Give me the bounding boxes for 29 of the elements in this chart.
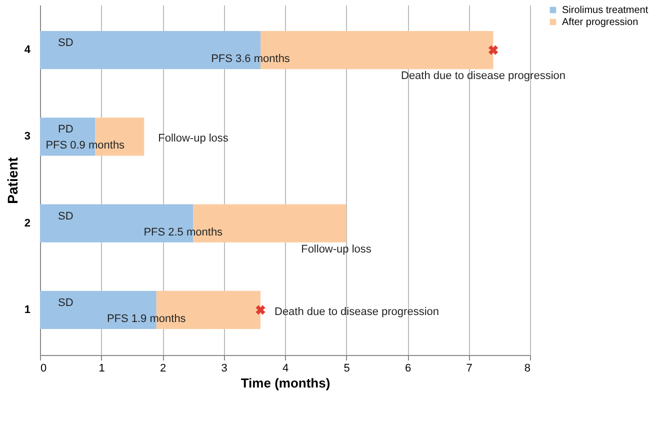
x-tick-label: 7 <box>466 362 472 374</box>
annotation: Death due to disease progression <box>274 306 439 318</box>
annotation: SD <box>58 296 74 309</box>
annotation: Follow-up loss <box>158 132 229 145</box>
x-axis-title: Time (months) <box>240 376 330 390</box>
legend-label: After progression <box>562 17 638 28</box>
x-tick-label: 6 <box>404 362 412 374</box>
annotation: PFS 3.6 months <box>211 53 290 66</box>
annotation: SD <box>58 210 74 222</box>
x-tick-label: 5 <box>344 362 350 374</box>
x-tick-label: 4 <box>282 362 289 374</box>
annotation: Death due to disease progression <box>401 70 566 82</box>
x-tick-label: 1 <box>98 362 105 374</box>
y-tick-label: 4 <box>24 44 32 56</box>
annotation: PD <box>58 124 74 136</box>
legend-label: Sirolimus treatment <box>562 5 648 16</box>
x-tick-label: 8 <box>524 362 530 374</box>
x-tick-label: 3 <box>221 362 228 374</box>
y-tick-label: 3 <box>24 130 30 143</box>
y-axis-title: Patient <box>4 156 20 204</box>
y-tick-label: 2 <box>24 217 30 230</box>
y-tick-label: 1 <box>24 304 30 316</box>
x-tick-label: 2 <box>160 362 166 374</box>
annotation: PFS 0.9 months <box>46 140 126 152</box>
annotation: SD <box>58 37 74 50</box>
annotation: PFS 1.9 months <box>106 312 186 325</box>
annotation: PFS 2.5 months <box>144 226 224 238</box>
annotation: Follow-up loss <box>301 243 372 256</box>
x-tick-label: 0 <box>40 362 47 374</box>
